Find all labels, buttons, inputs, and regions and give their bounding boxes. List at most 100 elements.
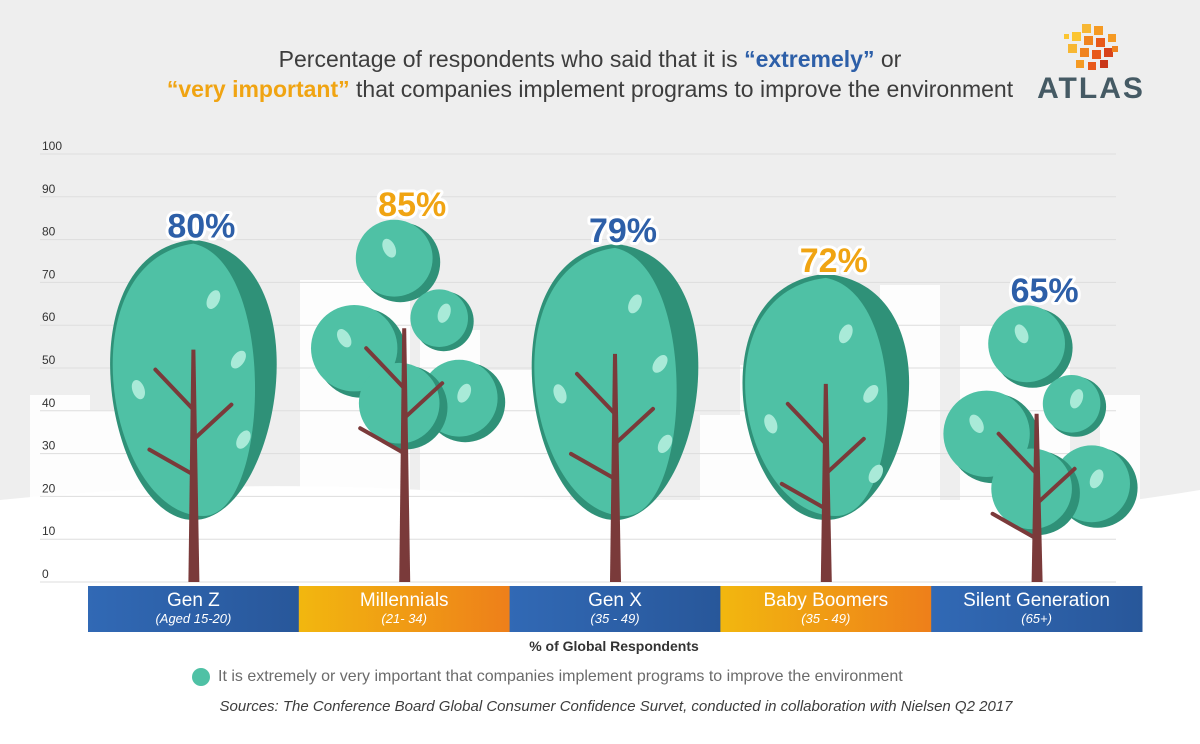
- tree-branch: [996, 431, 1039, 476]
- tree-mark: [110, 239, 277, 582]
- legend: It is extremely or very important that c…: [192, 666, 903, 688]
- tree-branch: [779, 481, 828, 511]
- leaf-highlight: [1014, 324, 1029, 344]
- tree-mark: [742, 273, 910, 582]
- leaf-highlight: [206, 290, 221, 310]
- title-emphasis-extremely: “extremely”: [744, 46, 875, 72]
- tree-branch: [823, 436, 866, 476]
- y-tick-label: 100: [42, 139, 62, 153]
- leaf-highlight: [657, 434, 673, 454]
- tree-mark: [943, 305, 1138, 582]
- tree-branch: [364, 346, 407, 391]
- category-label: Baby Boomers: [763, 590, 888, 611]
- chart-title: Percentage of respondents who said that …: [150, 44, 1030, 104]
- title-emphasis-very-important: “very important”: [166, 76, 350, 102]
- tree-branch: [575, 371, 617, 416]
- leaf-highlight: [230, 350, 246, 369]
- foliage-blob: [988, 305, 1065, 383]
- category-sublabel: (65+): [1021, 611, 1052, 626]
- leaf-highlight: [382, 238, 397, 258]
- foliage-blob: [991, 448, 1072, 530]
- leaf-highlight: [838, 324, 853, 344]
- leaf-highlight: [868, 464, 884, 484]
- category-label: Millennials: [360, 590, 449, 611]
- leaf-highlight: [457, 383, 472, 403]
- value-label: 85%: [378, 186, 446, 224]
- category-label: Silent Generation: [963, 590, 1110, 611]
- y-tick-label: 30: [42, 439, 56, 453]
- leaf-highlight: [628, 294, 642, 314]
- tree-branch: [402, 381, 445, 421]
- leaf-highlight: [969, 414, 984, 433]
- foliage-blob: [358, 362, 440, 444]
- tree-branch: [613, 406, 655, 446]
- y-tick-label: 80: [42, 225, 56, 239]
- category-sublabel: (35 - 49): [801, 611, 850, 626]
- tree-branch: [358, 426, 407, 456]
- y-axis: 0 10 20 30 40 50 60 70 80 90 100: [42, 139, 62, 581]
- y-tick-label: 60: [42, 310, 56, 324]
- tree-branch: [1034, 466, 1077, 506]
- category-band: [931, 586, 1143, 632]
- leaf-highlight: [553, 384, 567, 404]
- y-tick-label: 0: [42, 567, 49, 581]
- y-tick-label: 90: [42, 182, 56, 196]
- leaf-highlight: [863, 384, 879, 403]
- value-label: 65%: [1011, 272, 1079, 310]
- source-note: Sources: The Conference Board Global Con…: [219, 698, 1013, 715]
- y-tick-label: 10: [42, 524, 56, 538]
- value-label: 79%: [589, 212, 657, 250]
- category-sublabel: (35 - 49): [590, 611, 639, 626]
- logo-wordmark: ATLAS: [1037, 72, 1145, 105]
- tree-branch: [147, 447, 196, 477]
- leaf-highlight: [336, 329, 352, 348]
- tree-crown: [745, 277, 888, 516]
- category-bands: Gen Z(Aged 15-20) Millennials(21- 34) Gen …: [88, 586, 1143, 632]
- tree-branch: [153, 367, 196, 412]
- title-part-3: that companies implement programs to imp…: [349, 76, 1014, 102]
- legend-entry: It is extremely or very important that c…: [218, 668, 903, 685]
- title-part-2: or: [874, 46, 902, 72]
- value-labels: 80% 85% 79% 72% 65%: [164, 183, 1081, 313]
- value-label: 72%: [800, 242, 868, 280]
- foliage-blob: [943, 390, 1030, 477]
- building-silhouette: [30, 395, 90, 585]
- foliage-blob: [311, 305, 398, 392]
- tree-mark: [531, 243, 699, 582]
- y-tick-label: 40: [42, 396, 56, 410]
- leaf-highlight: [131, 379, 145, 400]
- tree-branch: [990, 511, 1039, 541]
- category-band: [720, 586, 932, 632]
- y-tick-label: 50: [42, 353, 56, 367]
- atlas-logo: ATLAS: [1028, 20, 1154, 105]
- tree-crown: [112, 243, 256, 516]
- category-label: Gen Z: [167, 590, 220, 611]
- category-band: [88, 586, 300, 632]
- category-band: [509, 586, 721, 632]
- value-label: 80%: [167, 208, 235, 246]
- leaf-highlight: [1070, 389, 1084, 409]
- y-tick-label: 70: [42, 267, 56, 281]
- leaf-highlight: [236, 430, 251, 449]
- building-silhouette: [700, 415, 740, 580]
- tree-mark: [311, 219, 506, 582]
- tree-branch: [191, 402, 234, 442]
- tree-crown: [534, 247, 677, 516]
- trees: [110, 219, 1138, 582]
- leaf-highlight: [652, 354, 668, 373]
- category-sublabel: (21- 34): [381, 611, 427, 626]
- category-band: [298, 586, 511, 632]
- leaf-highlight: [437, 303, 451, 323]
- legend-swatch: [192, 668, 210, 686]
- category-sublabel: (Aged 15-20): [155, 611, 231, 626]
- y-tick-label: 20: [42, 481, 56, 495]
- leaf-highlight: [764, 414, 778, 434]
- category-label: Gen X: [588, 590, 642, 611]
- tree-trunk: [1031, 413, 1043, 582]
- x-axis-label: % of Global Respondents: [529, 638, 699, 654]
- orange-mosaic-globe-icon: [1064, 24, 1118, 70]
- leaf-highlight: [1089, 469, 1104, 489]
- tree-branch: [785, 401, 828, 446]
